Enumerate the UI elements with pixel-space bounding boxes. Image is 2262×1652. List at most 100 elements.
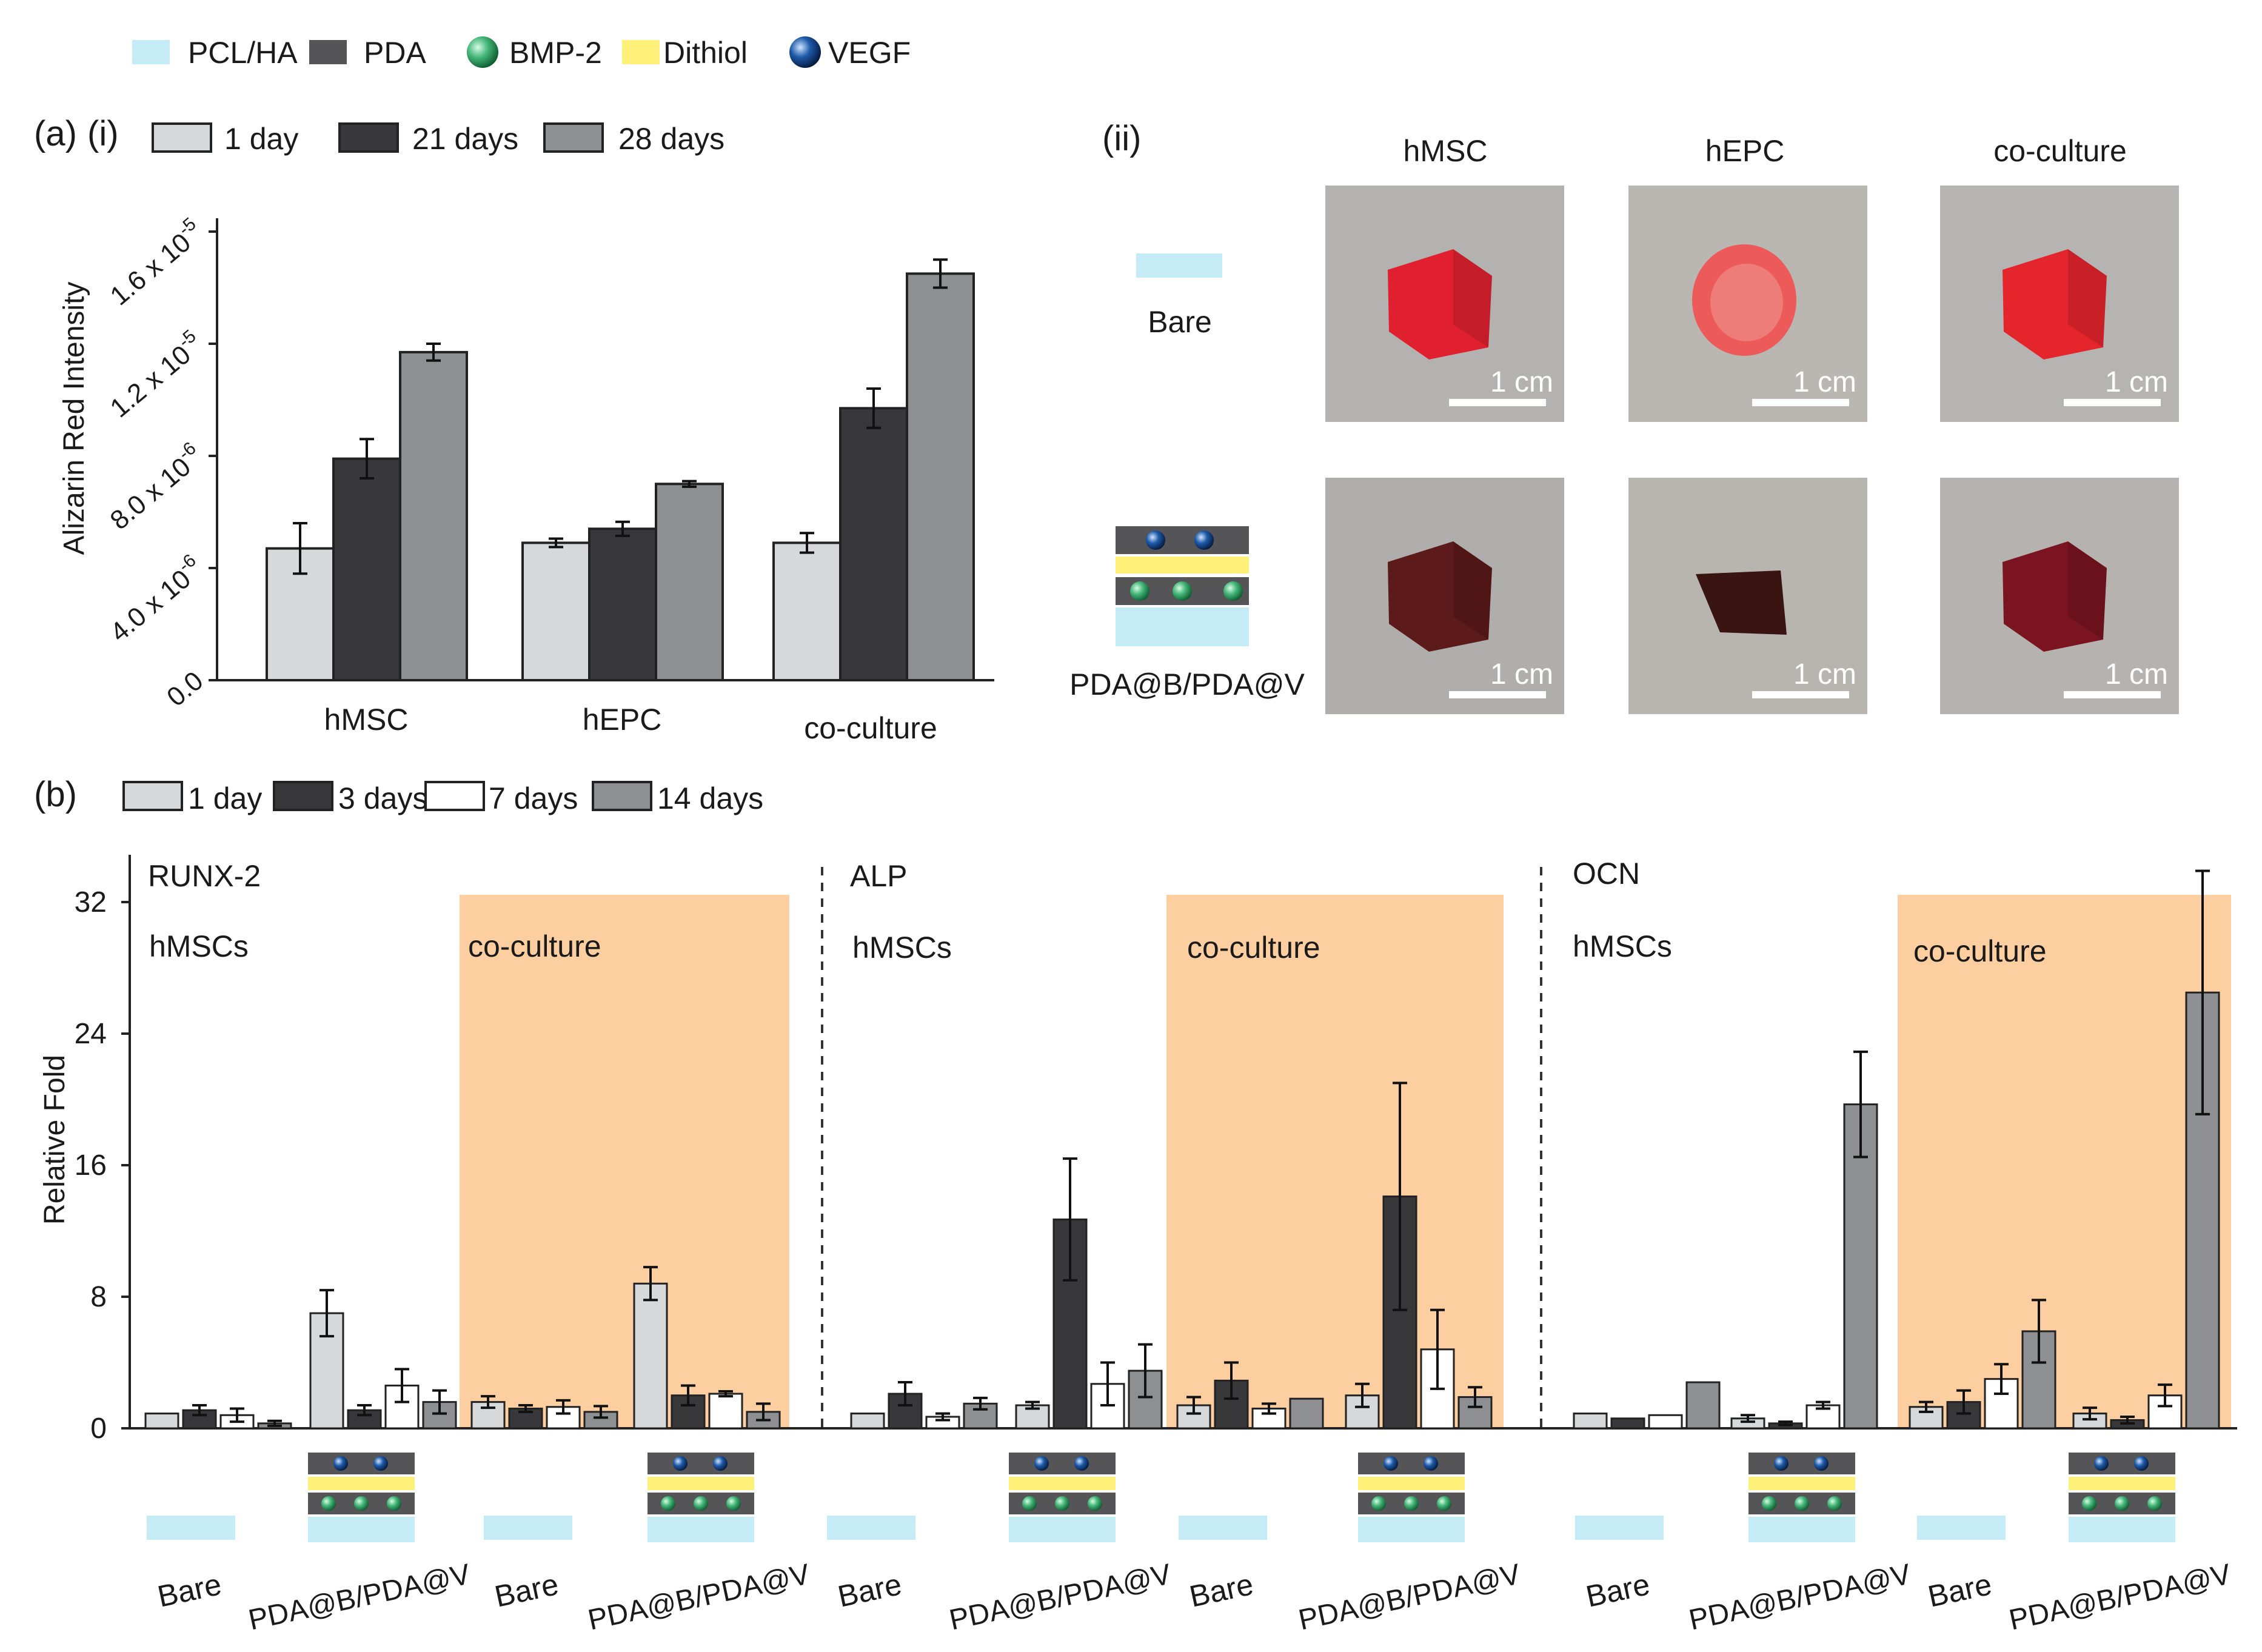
photo-bare-hmsc: 1 cm <box>1325 186 1564 422</box>
bmp2-sphere-icon <box>1022 1496 1037 1511</box>
pcl-layer <box>2069 1517 2175 1542</box>
alizarin-errorbar-hmsc-21-days <box>360 438 374 480</box>
coated-scaffold-icon <box>308 1453 415 1542</box>
errorbar-alp-co-culture-pda-b-pda-v-14-days <box>1468 1386 1482 1408</box>
alizarin-ytick-label: 1.2 x 10-5 <box>102 326 209 424</box>
alizarin-xtick-hepc: hEPC <box>583 703 662 737</box>
photo-col-coculture: co-culture <box>1993 134 2127 168</box>
bmp2-sphere-icon <box>1088 1496 1102 1511</box>
errorbar-alp-hmscs-pda-b-pda-v-3-days <box>1063 1157 1077 1282</box>
legend-label-21-days: 21 days <box>412 122 518 156</box>
bare-scaffold-icon <box>147 1516 235 1540</box>
bare-scaffold-icon <box>827 1516 915 1540</box>
alp-hmscs-label: hMSCs <box>852 931 952 965</box>
scaffold-schematic-group: Bare PDA@B/PDA@V Bare PDA@B/PDA@V Bare PDA@B/… <box>147 1453 2234 1636</box>
bar-alp-co-culture-bare-14-days <box>1289 1397 1324 1430</box>
bmp2-sphere-icon <box>2115 1496 2129 1511</box>
panel-a-ii: (ii) hMSC hEPC co-culture Bare PDA@B/PDA… <box>1069 119 2179 714</box>
coated-scaffold-icon <box>647 1453 754 1542</box>
gene-expression-chart: Relative Fold 0 8 16 24 32 RUNX-2 hMSCs co-c… <box>39 855 2237 1636</box>
gene-bar-group <box>144 869 2220 1430</box>
errorbar-alp-hmscs-bare-3-days <box>898 1381 912 1407</box>
bmp2-sphere-icon <box>1371 1496 1386 1511</box>
bare-label: Bare <box>155 1567 224 1614</box>
bmp2-sphere-icon <box>1762 1496 1776 1511</box>
bmp2-label: BMP-2 <box>509 36 602 70</box>
bmp2-sphere-icon <box>726 1496 741 1511</box>
scaffold-sample-shade <box>1453 541 1492 640</box>
alizarin-errorbar-hepc-1-day <box>549 537 563 549</box>
panel-a-ii-label: (ii) <box>1102 119 1141 158</box>
vegf-sphere-icon <box>1774 1456 1789 1471</box>
legend-b-label-3-days: 3 days <box>338 781 427 815</box>
errorbar-ocn-co-culture-bare-1-day <box>1919 1400 1933 1413</box>
errorbar-runx2-hmscs-bare-3-days <box>192 1404 207 1417</box>
ocn-coculture-label: co-culture <box>1913 934 2047 968</box>
alizarin-errorbar-co-culture-21-days <box>866 387 881 429</box>
pda-layer <box>647 1453 754 1474</box>
errorbar-alp-hmscs-pda-b-pda-v-7-days <box>1100 1361 1115 1407</box>
bar-ocn-hmscs-bare-14-days <box>1685 1381 1721 1430</box>
alizarin-errorbar-co-culture-1-day <box>800 532 814 554</box>
bmp2-sphere-icon <box>2082 1496 2096 1511</box>
ocn-hmscs-label: hMSCs <box>1573 929 1672 963</box>
panel-b-legend: 1 day 3 days 7 days 14 days <box>122 781 763 815</box>
vegf-sphere-icon <box>1424 1456 1438 1471</box>
vegf-sphere-icon <box>2094 1456 2109 1471</box>
gene-ytick-label: 24 <box>75 1018 107 1050</box>
coated-scaffold-icon <box>2069 1453 2175 1542</box>
legend-swatch-28-days <box>543 122 604 153</box>
bmp2-sphere-icon <box>387 1496 401 1511</box>
scaffold-sample <box>2003 249 2107 359</box>
pda-layer <box>1009 1453 1116 1474</box>
bmp2-sphere-icon <box>1827 1496 1842 1511</box>
alizarin-bar-co-culture-21-days <box>839 407 908 681</box>
alizarin-xtick-coculture: co-culture <box>804 711 937 745</box>
errorbar-runx2-co-culture-pda-b-pda-v-1-day <box>643 1266 658 1302</box>
bmp2-sphere-icon <box>1795 1496 1809 1511</box>
dithiol-label: Dithiol <box>663 36 748 70</box>
scale-bar <box>1752 399 1849 406</box>
panel-a-i-label: (i) <box>87 114 119 153</box>
pda-layer <box>1748 1453 1855 1474</box>
errorbar-runx2-co-culture-bare-1-day <box>481 1395 495 1410</box>
errorbar-ocn-hmscs-pda-b-pda-v-3-days <box>1778 1420 1793 1426</box>
bmp2-sphere-icon <box>2147 1496 2162 1511</box>
dithiol-layer <box>1748 1477 1855 1490</box>
vegf-sphere-icon <box>673 1456 688 1471</box>
coated-label: PDA@B/PDA@V <box>246 1558 473 1636</box>
bar-alp-hmscs-bare-1-day <box>850 1413 885 1430</box>
errorbar-ocn-hmscs-pda-b-pda-v-7-days <box>1816 1400 1830 1410</box>
vegf-sphere-icon <box>2134 1456 2149 1471</box>
photo-row-coated: PDA@B/PDA@V <box>1069 667 1305 701</box>
errorbar-alp-hmscs-bare-14-days <box>973 1396 988 1411</box>
photo-pda-b-pda-v-hmsc: 1 cm <box>1325 478 1564 714</box>
bar-alp-co-culture-bare-7-days <box>1251 1407 1287 1430</box>
legend-b-label-14-days: 14 days <box>657 781 763 815</box>
gene-ytick-label: 32 <box>75 886 107 918</box>
scale-bar-label: 1 cm <box>1490 658 1553 691</box>
vegf-sphere-icon <box>1814 1456 1829 1471</box>
bmp2-sphere-icon <box>694 1496 708 1511</box>
photo-col-hepc: hEPC <box>1705 134 1785 168</box>
bar-ocn-co-culture-bare-14-days <box>2021 1330 2056 1430</box>
bmp2-sphere-icon <box>1437 1496 1451 1511</box>
gene-ytick-label: 0 <box>90 1413 107 1445</box>
vegf-sphere-icon <box>789 36 821 68</box>
alizarin-ylabel: Alizarin Red Intensity <box>58 282 90 555</box>
photo-bare-co-culture: 1 cm <box>1940 186 2179 422</box>
runx2-coculture-region <box>460 895 789 1428</box>
alizarin-ytick-label: 4.0 x 10-6 <box>102 550 209 648</box>
alp-title: ALP <box>850 859 908 893</box>
pcl-layer <box>647 1517 754 1542</box>
alizarin-chart: Alizarin Red Intensity 0.0 4.0 x 10-6 8.0 … <box>58 214 994 745</box>
coated-label: PDA@B/PDA@V <box>1686 1558 1913 1636</box>
scaffold-sample <box>1388 249 1492 359</box>
errorbar-runx2-co-culture-pda-b-pda-v-3-days <box>681 1384 695 1407</box>
gene-ytick-label: 8 <box>90 1281 107 1313</box>
bare-label: Bare <box>492 1567 561 1614</box>
alizarin-errorbar-hmsc-28-days <box>426 343 441 362</box>
pda-layer <box>1358 1453 1465 1474</box>
photo-pda-b-pda-v-hepc: 1 cm <box>1628 478 1867 714</box>
